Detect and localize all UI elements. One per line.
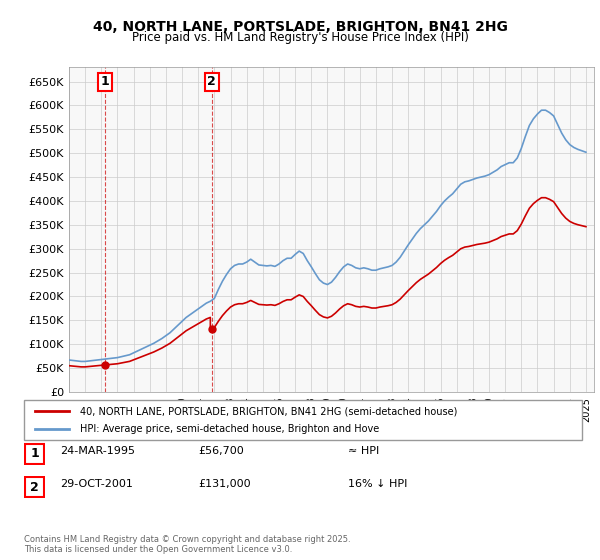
Text: 2: 2 bbox=[207, 75, 216, 88]
Text: 29-OCT-2001: 29-OCT-2001 bbox=[60, 479, 133, 489]
Text: Contains HM Land Registry data © Crown copyright and database right 2025.
This d: Contains HM Land Registry data © Crown c… bbox=[24, 535, 350, 554]
Text: ≈ HPI: ≈ HPI bbox=[348, 446, 379, 456]
FancyBboxPatch shape bbox=[25, 477, 44, 497]
Text: 16% ↓ HPI: 16% ↓ HPI bbox=[348, 479, 407, 489]
Text: 2: 2 bbox=[30, 480, 39, 494]
Text: £56,700: £56,700 bbox=[198, 446, 244, 456]
Text: Price paid vs. HM Land Registry's House Price Index (HPI): Price paid vs. HM Land Registry's House … bbox=[131, 31, 469, 44]
Text: 40, NORTH LANE, PORTSLADE, BRIGHTON, BN41 2HG: 40, NORTH LANE, PORTSLADE, BRIGHTON, BN4… bbox=[92, 20, 508, 34]
Text: £131,000: £131,000 bbox=[198, 479, 251, 489]
Text: HPI: Average price, semi-detached house, Brighton and Hove: HPI: Average price, semi-detached house,… bbox=[80, 423, 379, 433]
FancyBboxPatch shape bbox=[24, 400, 582, 440]
Text: 1: 1 bbox=[30, 447, 39, 460]
Text: 24-MAR-1995: 24-MAR-1995 bbox=[60, 446, 135, 456]
Text: 1: 1 bbox=[101, 75, 109, 88]
Text: 40, NORTH LANE, PORTSLADE, BRIGHTON, BN41 2HG (semi-detached house): 40, NORTH LANE, PORTSLADE, BRIGHTON, BN4… bbox=[80, 407, 457, 417]
FancyBboxPatch shape bbox=[25, 444, 44, 464]
